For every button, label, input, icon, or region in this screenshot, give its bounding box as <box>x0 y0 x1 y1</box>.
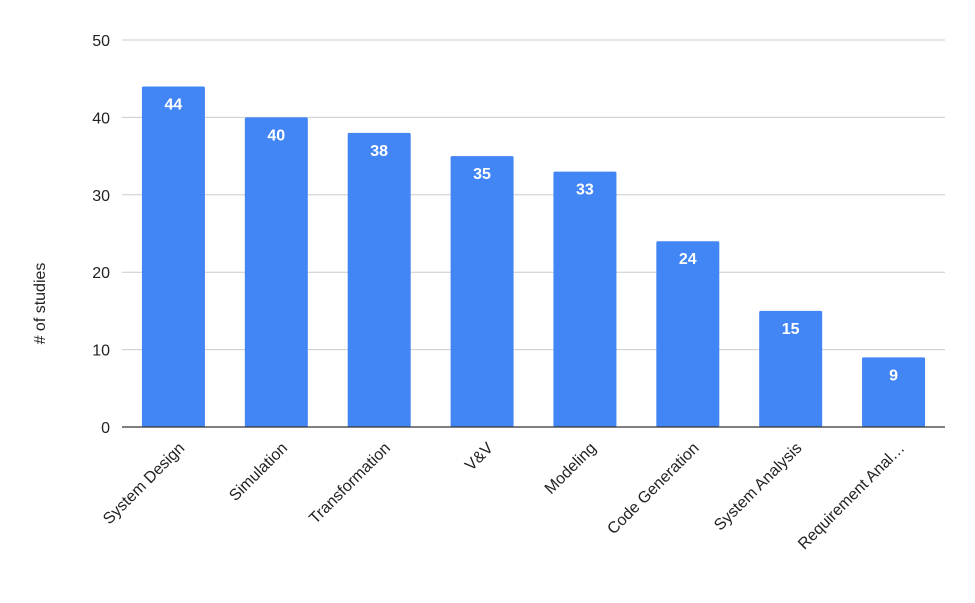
bar-value-label: 35 <box>473 166 491 183</box>
bar <box>244 117 308 428</box>
data-labels: 44 40 38 35 33 24 15 9 <box>165 96 899 384</box>
bar-value-label: 44 <box>165 96 183 113</box>
y-axis-ticks: 0 10 20 30 40 50 <box>92 33 110 437</box>
bar <box>450 156 514 427</box>
y-tick-label: 10 <box>92 343 110 360</box>
y-tick-label: 0 <box>101 420 110 437</box>
bar-value-label: 40 <box>267 127 285 144</box>
bar-value-label: 15 <box>782 321 800 338</box>
x-category-label: Modeling <box>542 440 600 498</box>
x-category-label: V&V <box>462 440 497 475</box>
x-category-label: Simulation <box>226 440 291 505</box>
y-tick-label: 20 <box>92 265 110 282</box>
bar <box>141 86 205 427</box>
bar-value-label: 24 <box>679 251 697 268</box>
x-category-label: Requirement Anal… <box>795 440 908 553</box>
y-tick-label: 50 <box>92 33 110 50</box>
x-category-label: Transformation <box>306 440 394 528</box>
x-category-label: System Analysis <box>711 440 805 534</box>
x-category-label: Code Generation <box>604 440 702 538</box>
y-tick-label: 40 <box>92 110 110 127</box>
x-category-label: System Design <box>100 440 188 528</box>
bars <box>141 86 926 428</box>
bar <box>656 241 720 427</box>
bar-value-label: 9 <box>889 367 898 384</box>
x-axis-categories: System Design Simulation Transformation V&V… <box>100 440 908 554</box>
bar <box>862 357 926 427</box>
bar-value-label: 38 <box>370 143 388 160</box>
bar-value-label: 33 <box>576 182 594 199</box>
y-axis-title: # of studies <box>32 263 49 345</box>
bar <box>553 171 617 427</box>
bar <box>347 132 411 427</box>
bar <box>759 310 823 427</box>
y-tick-label: 30 <box>92 188 110 205</box>
